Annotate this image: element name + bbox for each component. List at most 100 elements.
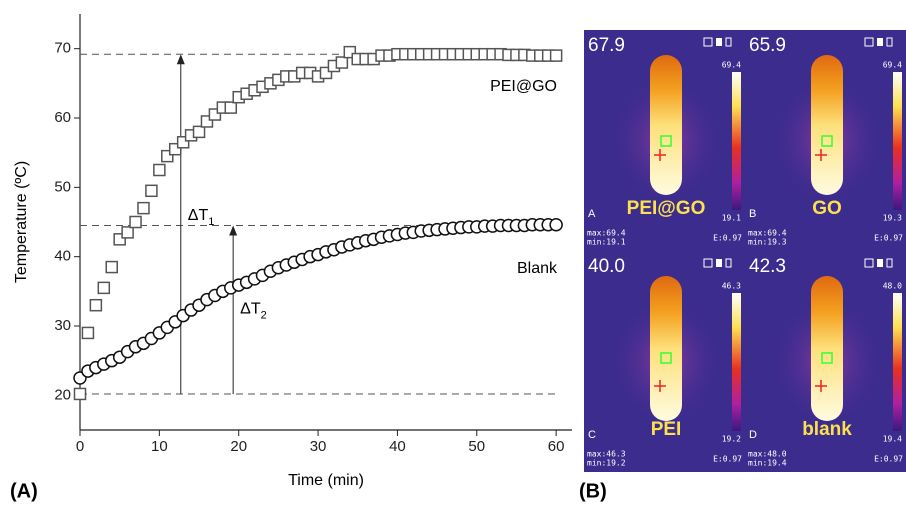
status-icon [725,37,732,47]
crosshair [654,149,666,161]
reading: 65.9 [749,35,786,56]
square-marker [81,326,95,340]
series-label: PEI@GO [490,78,557,95]
x-tick-label: 20 [230,438,247,455]
status-icon [716,259,722,267]
reading: 40.0 [588,256,625,277]
arrow-head [229,225,238,236]
sample-name: PEI [651,419,682,440]
x-tick-label: 0 [76,438,84,455]
color-scale [893,72,902,210]
status-icon [877,38,883,46]
annotation: ΔT2 [240,301,267,322]
color-scale [732,293,741,431]
y-tick-label: 40 [54,248,71,265]
status-icon [703,258,713,268]
crosshair [654,380,666,392]
reading: 42.3 [749,256,786,277]
panel-label: (B) [579,480,607,502]
max-reading: max:48.0 [748,450,787,459]
square-marker [176,136,190,149]
y-tick-label: 20 [54,386,71,403]
max-reading: max:46.3 [587,450,626,459]
sample-name: blank [802,419,852,440]
min-reading: min:19.4 [748,459,787,468]
tube [811,276,843,421]
square-marker [549,49,563,62]
y-tick-label: 30 [54,317,71,334]
annotation: ΔT1 [188,207,215,228]
color-scale [732,72,741,210]
x-tick-label: 50 [468,438,485,455]
x-tick-label: 40 [389,438,406,455]
square-marker [105,260,118,274]
crosshair [815,149,827,161]
min-reading: min:19.1 [587,238,626,247]
y-tick-label: 70 [54,40,71,57]
panel-letter: B [749,208,756,220]
x-tick-label: 60 [548,438,565,455]
y-tick-label: 50 [54,178,71,195]
circle-marker [549,218,563,232]
status-icon [877,259,883,267]
scale-max: 69.4 [883,61,902,70]
x-axis-label: Time (min) [288,472,364,489]
x-tick-label: 10 [151,438,168,455]
scale-min: 19.1 [722,214,741,223]
status-icon [864,258,874,268]
sample-name: PEI@GO [627,198,706,219]
square-marker [319,66,333,80]
status-icon [725,258,732,268]
square-marker [200,115,214,128]
marker-box [660,135,672,147]
min-reading: min:19.2 [587,459,626,468]
emissivity: E:0.97 [874,455,903,464]
reading: 67.9 [588,35,625,56]
scale-min: 19.3 [883,214,902,223]
min-reading: min:19.3 [748,238,787,247]
marker-box [821,352,833,364]
status-icon [716,38,722,46]
series-label: Blank [517,260,558,277]
status-icon [886,37,893,47]
square-marker [161,149,174,163]
square-marker [335,56,349,69]
tube [811,55,843,195]
square-marker [153,163,166,177]
square-marker [73,387,87,401]
square-marker [137,201,150,215]
square-marker [145,184,158,198]
scale-max: 46.3 [722,282,741,291]
x-tick-label: 30 [310,438,327,455]
scale-max: 48.0 [883,282,902,291]
scale-min: 19.4 [883,435,902,444]
max-reading: max:69.4 [748,229,787,238]
sample-name: GO [812,198,842,219]
square-marker [208,108,222,121]
marker-box [660,352,672,364]
emissivity: E:0.97 [874,234,903,243]
crosshair [815,380,827,392]
emissivity: E:0.97 [713,234,742,243]
tube [650,55,682,195]
square-marker [192,125,206,139]
y-axis-label: Temperature (ºC) [13,161,30,283]
status-icon [703,37,713,47]
max-reading: max:69.4 [587,229,626,238]
color-scale [893,293,902,431]
square-marker [89,298,103,312]
square-marker [113,233,126,246]
y-tick-label: 60 [54,109,71,126]
scale-max: 69.4 [722,61,741,70]
emissivity: E:0.97 [713,455,742,464]
tube [650,276,682,421]
panel-letter: D [749,429,757,441]
square-marker [121,226,134,239]
panel-letter: C [588,429,596,441]
panel-label: (A) [10,480,38,502]
panel-letter: A [588,208,596,220]
square-marker [168,142,182,156]
scale-min: 19.2 [722,435,741,444]
